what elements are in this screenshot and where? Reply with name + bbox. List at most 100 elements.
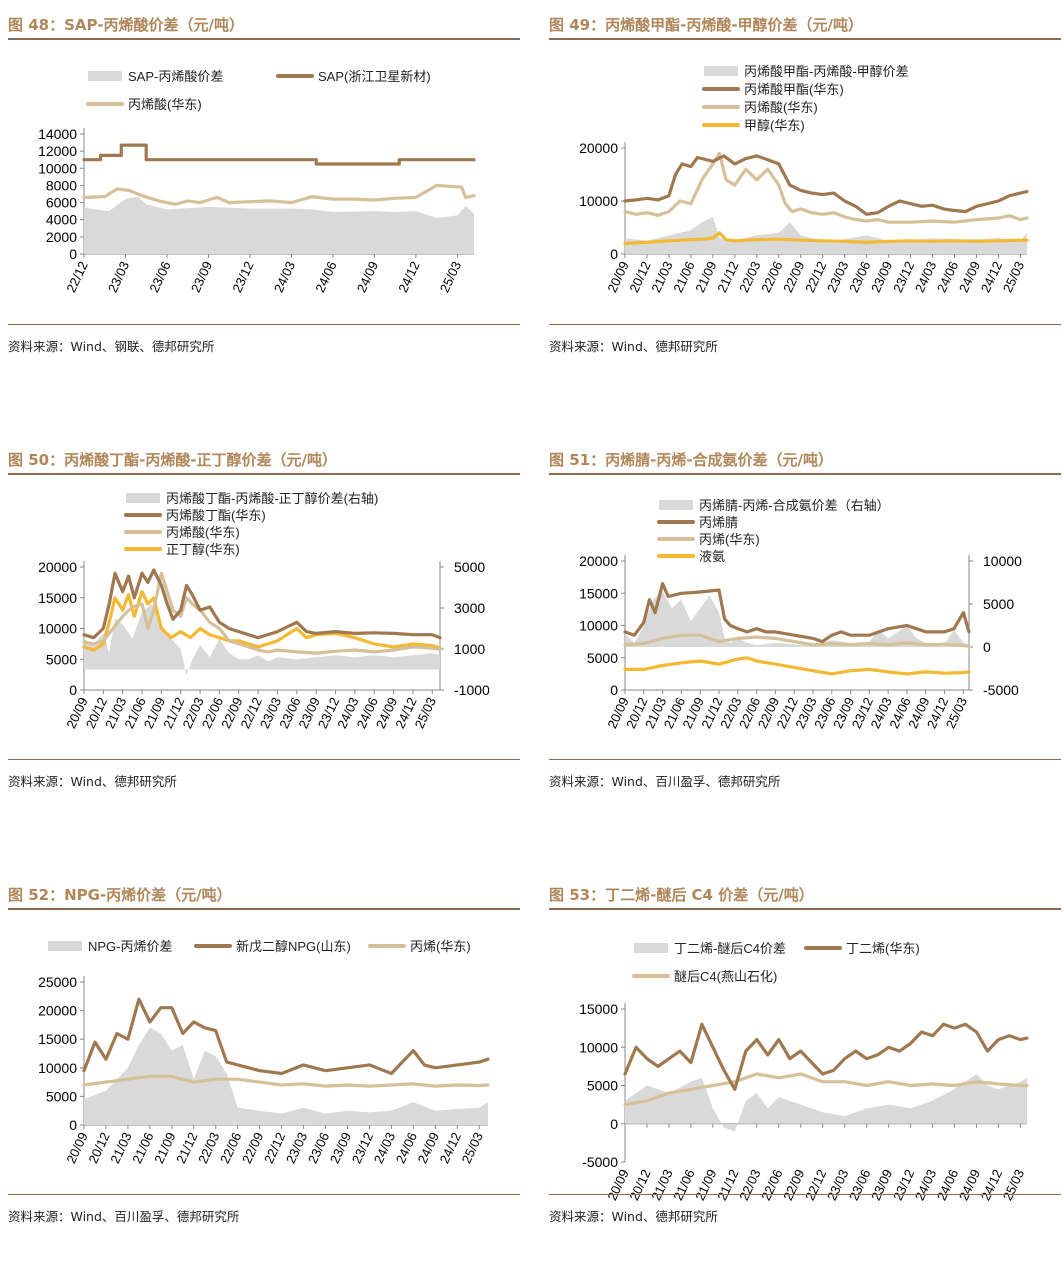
y-right-tick-label: 0	[983, 639, 991, 655]
legend-label: SAP(浙江卫星新材)	[318, 69, 431, 84]
panel-fig49: 图 49：丙烯酸甲酯-丙烯酸-甲醇价差（元/吨） 丙烯酸甲酯-丙烯酸-甲醇价差丙…	[549, 8, 1061, 408]
y-tick-label: 15000	[579, 1001, 618, 1017]
series-line	[82, 571, 442, 655]
legend-label: 丁二烯-醚后C4价差	[674, 941, 786, 956]
y-tick-label: 0	[610, 682, 618, 698]
legend-label: 丙烯酸(华东)	[128, 97, 202, 112]
source-note: 资料来源：Wind、德邦研究所	[549, 339, 718, 354]
y-tick-label: 0	[69, 682, 77, 698]
x-tick-label: 23/09	[188, 259, 215, 295]
legend-label: 甲醇(华东)	[744, 118, 805, 133]
y-tick-label: 2000	[46, 229, 77, 245]
source-rule	[549, 1194, 1061, 1195]
y-right-tick-label: 10000	[983, 553, 1022, 569]
y-right-tick-label: 5000	[454, 559, 485, 575]
x-tick-label: 25/03	[459, 1130, 486, 1166]
panel-fig52: 图 52：NPG-丙烯价差（元/吨） NPG-丙烯价差 新戊二醇NPG(山东) 丙烯…	[8, 878, 520, 1278]
y-tick-label: 20000	[38, 1003, 77, 1019]
panel-fig51: 图 51：丙烯腈-丙烯-合成氨价差（元/吨） 丙烯腈-丙烯-合成氨价差（右轴）丙…	[549, 443, 1061, 843]
series-line	[82, 997, 490, 1076]
source-rule	[8, 1194, 520, 1195]
y-tick-label: 5000	[587, 650, 618, 666]
panel-fig50: 图 50：丙烯酸丁酯-丙烯酸-正丁醇价差（元/吨） 丙烯酸丁酯-丙烯酸-正丁醇价…	[8, 443, 520, 843]
y-tick-label: 5000	[46, 651, 77, 667]
legend-label: SAP-丙烯酸价差	[128, 69, 223, 84]
y-tick-label: 10000	[579, 618, 618, 634]
series-line	[623, 633, 971, 648]
legend-label: 正丁醇(华东)	[166, 542, 240, 557]
y-tick-label: 6000	[46, 195, 77, 211]
x-tick-label: 25/03	[1000, 1167, 1027, 1203]
legend-label: 丙烯酸甲酯-丙烯酸-甲醇价差	[744, 64, 909, 79]
legend-label: 丙烯(华东)	[699, 532, 760, 547]
legend-label: 丙烯酸丁酯-丙烯酸-正丁醇价差(右轴)	[166, 491, 378, 506]
source-note: 资料来源：Wind、德邦研究所	[549, 1209, 718, 1224]
legend-label: 液氨	[699, 549, 725, 564]
chart-title: 图 50：丙烯酸丁酯-丙烯酸-正丁醇价差（元/吨）	[8, 451, 338, 469]
y-tick-label: 10000	[579, 1039, 618, 1055]
x-tick-label: 24/12	[395, 259, 422, 295]
source-note: 资料来源：Wind、钢联、德邦研究所	[8, 339, 215, 354]
legend-swatch-area	[659, 500, 693, 510]
series-line	[82, 1074, 490, 1088]
y-tick-label: 15000	[38, 590, 77, 606]
y-tick-label: 0	[610, 246, 618, 262]
series-line	[82, 590, 442, 652]
series-area	[625, 591, 969, 647]
panel-fig48: 图 48：SAP-丙烯酸价差（元/吨） SAP-丙烯酸价差 SAP(浙江卫星新材)…	[8, 8, 520, 408]
legend-label: 丙烯(华东)	[410, 939, 471, 954]
y-tick-label: 0	[69, 1117, 77, 1133]
legend-swatch-area	[634, 943, 668, 953]
chart-title: 图 51：丙烯腈-丙烯-合成氨价差（元/吨）	[549, 451, 834, 469]
y-right-tick-label: 1000	[454, 641, 485, 657]
series-line	[623, 656, 971, 676]
source-note: 资料来源：Wind、百川盈孚、德邦研究所	[549, 774, 781, 789]
y-tick-label: 14000	[38, 126, 77, 142]
legend-label: 丙烯腈	[699, 515, 738, 530]
series-line	[623, 231, 1029, 245]
title-rule	[549, 473, 1061, 475]
y-tick-label: 0	[610, 1116, 618, 1132]
series-line	[82, 568, 442, 640]
series-line	[623, 582, 971, 644]
series-area	[84, 1027, 488, 1125]
y-tick-label: 10000	[38, 160, 77, 176]
y-tick-label: 20000	[579, 553, 618, 569]
source-rule	[549, 324, 1061, 325]
y-right-tick-label: 5000	[983, 596, 1014, 612]
title-rule	[8, 38, 520, 40]
series-line	[623, 1072, 1029, 1107]
x-tick-label: 24/06	[312, 259, 339, 295]
legend-swatch-area	[88, 71, 122, 81]
legend-label: 丙烯酸(华东)	[166, 525, 240, 540]
y-tick-label: 20000	[579, 140, 618, 156]
legend-label: NPG-丙烯价差	[88, 939, 173, 954]
x-tick-label: 25/03	[1000, 259, 1027, 295]
title-rule	[8, 908, 520, 910]
source-rule	[549, 759, 1061, 760]
y-tick-label: 10000	[579, 193, 618, 209]
series-line	[82, 183, 476, 206]
x-tick-label: 22/12	[63, 259, 90, 295]
y-right-tick-label: -1000	[454, 682, 490, 698]
y-tick-label: 10000	[38, 621, 77, 637]
panel-fig53: 图 53：丁二烯-醚后 C4 价差（元/吨） 丁二烯-醚后C4价差 丁二烯(华东)…	[549, 878, 1061, 1278]
y-tick-label: 15000	[38, 1031, 77, 1047]
source-note: 资料来源：Wind、百川盈孚、德邦研究所	[8, 1209, 240, 1224]
legend-label: 丙烯酸丁酯(华东)	[166, 508, 266, 523]
chart-fig52: NPG-丙烯价差 新戊二醇NPG(山东) 丙烯(华东) 0 5000 10000 15000…	[38, 939, 490, 1166]
y-tick-label: 0	[69, 246, 77, 262]
chart-title: 图 52：NPG-丙烯价差（元/吨）	[8, 886, 232, 904]
y-tick-label: 4000	[46, 212, 77, 228]
y-tick-label: 20000	[38, 559, 77, 575]
y-tick-label: 15000	[579, 585, 618, 601]
x-tick-label: 25/03	[437, 259, 464, 295]
legend-label: 醚后C4(燕山石化)	[674, 969, 777, 984]
legend-swatch-area	[704, 66, 738, 76]
chart-fig53: 丁二烯-醚后C4价差 丁二烯(华东) 醚后C4(燕山石化) -5000 0 5000 100…	[579, 941, 1029, 1203]
chart-title: 图 53：丁二烯-醚后 C4 价差（元/吨）	[549, 886, 814, 904]
x-tick-label: 23/06	[146, 259, 173, 295]
x-tick-label: 24/03	[271, 259, 298, 295]
